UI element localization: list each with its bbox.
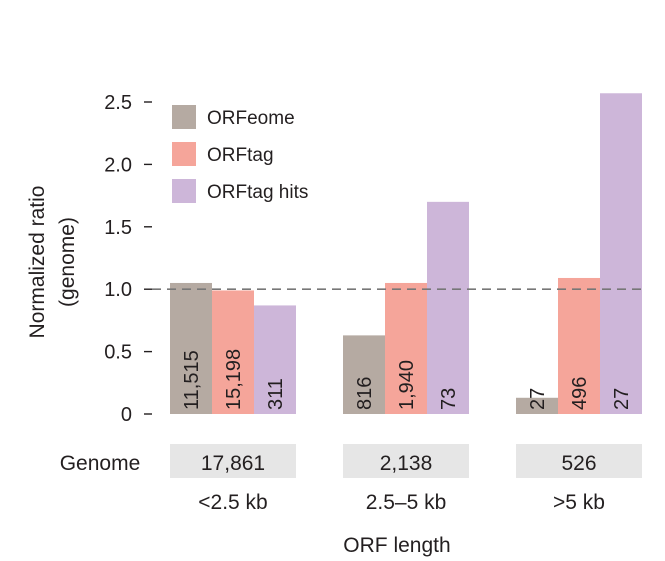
y-tick-label: 0.5: [104, 342, 132, 364]
y-axis-title-line1: Normalized ratio: [26, 186, 49, 339]
legend-swatch: [172, 105, 196, 129]
y-axis: 0 0.5 1.0 1.5 2.0 2.5: [104, 92, 152, 426]
legend-swatch: [172, 142, 196, 166]
genome-count: 17,861: [201, 452, 265, 475]
bar: [427, 201, 469, 414]
bar-count-label: 1,940: [396, 360, 418, 410]
x-tick-label: <2.5 kb: [198, 491, 267, 514]
bar-count-label: 11,515: [181, 350, 203, 410]
genome-count-box: [516, 444, 642, 478]
y-tick-label: 0: [121, 404, 132, 426]
bar: [212, 290, 254, 414]
y-tick-label: 1.0: [104, 279, 132, 301]
bar: [600, 93, 642, 414]
bar-series: 11,515 816 27 15,198 1,940 496 311 73 27: [170, 93, 642, 414]
bar: [254, 305, 296, 414]
bar-count-label: 73: [438, 388, 460, 410]
bar: [343, 335, 385, 414]
x-tick-label: 2.5–5 kb: [366, 491, 447, 514]
bar-count-label: 27: [527, 388, 549, 410]
legend: ORFeome ORFtag ORFtag hits: [172, 105, 308, 203]
genome-count: 2,138: [380, 452, 433, 475]
x-axis-title: ORF length: [343, 534, 450, 557]
y-tick-label: 2.5: [104, 92, 132, 114]
bar-count-label: 816: [354, 377, 376, 410]
x-axis: <2.5 kb 2.5–5 kb >5 kb: [198, 491, 605, 514]
bar-count-label: 496: [569, 377, 591, 410]
genome-count-box: [170, 444, 296, 478]
bar: [558, 277, 600, 414]
genome-row-label: Genome: [60, 452, 141, 475]
y-tick-label: 1.5: [104, 217, 132, 239]
bar: [170, 282, 212, 414]
y-axis-title: Normalized ratio (genome): [26, 186, 79, 339]
y-tick-label: 2.0: [104, 154, 132, 176]
legend-label: ORFeome: [207, 108, 295, 129]
genome-row: Genome 17,861 2,138 526: [60, 444, 642, 478]
bar-count-label: 15,198: [223, 349, 245, 410]
genome-count: 526: [561, 452, 596, 475]
bar-count-label: 311: [265, 378, 287, 410]
x-tick-label: >5 kb: [553, 491, 605, 514]
bar-count-label: 27: [611, 388, 633, 410]
y-axis-title-line2: (genome): [56, 217, 79, 307]
bar: [385, 282, 427, 414]
legend-swatch: [172, 179, 196, 203]
legend-label: ORFtag hits: [207, 182, 308, 203]
genome-count-box: [343, 444, 469, 478]
bar: [516, 397, 558, 414]
legend-label: ORFtag: [207, 145, 274, 166]
